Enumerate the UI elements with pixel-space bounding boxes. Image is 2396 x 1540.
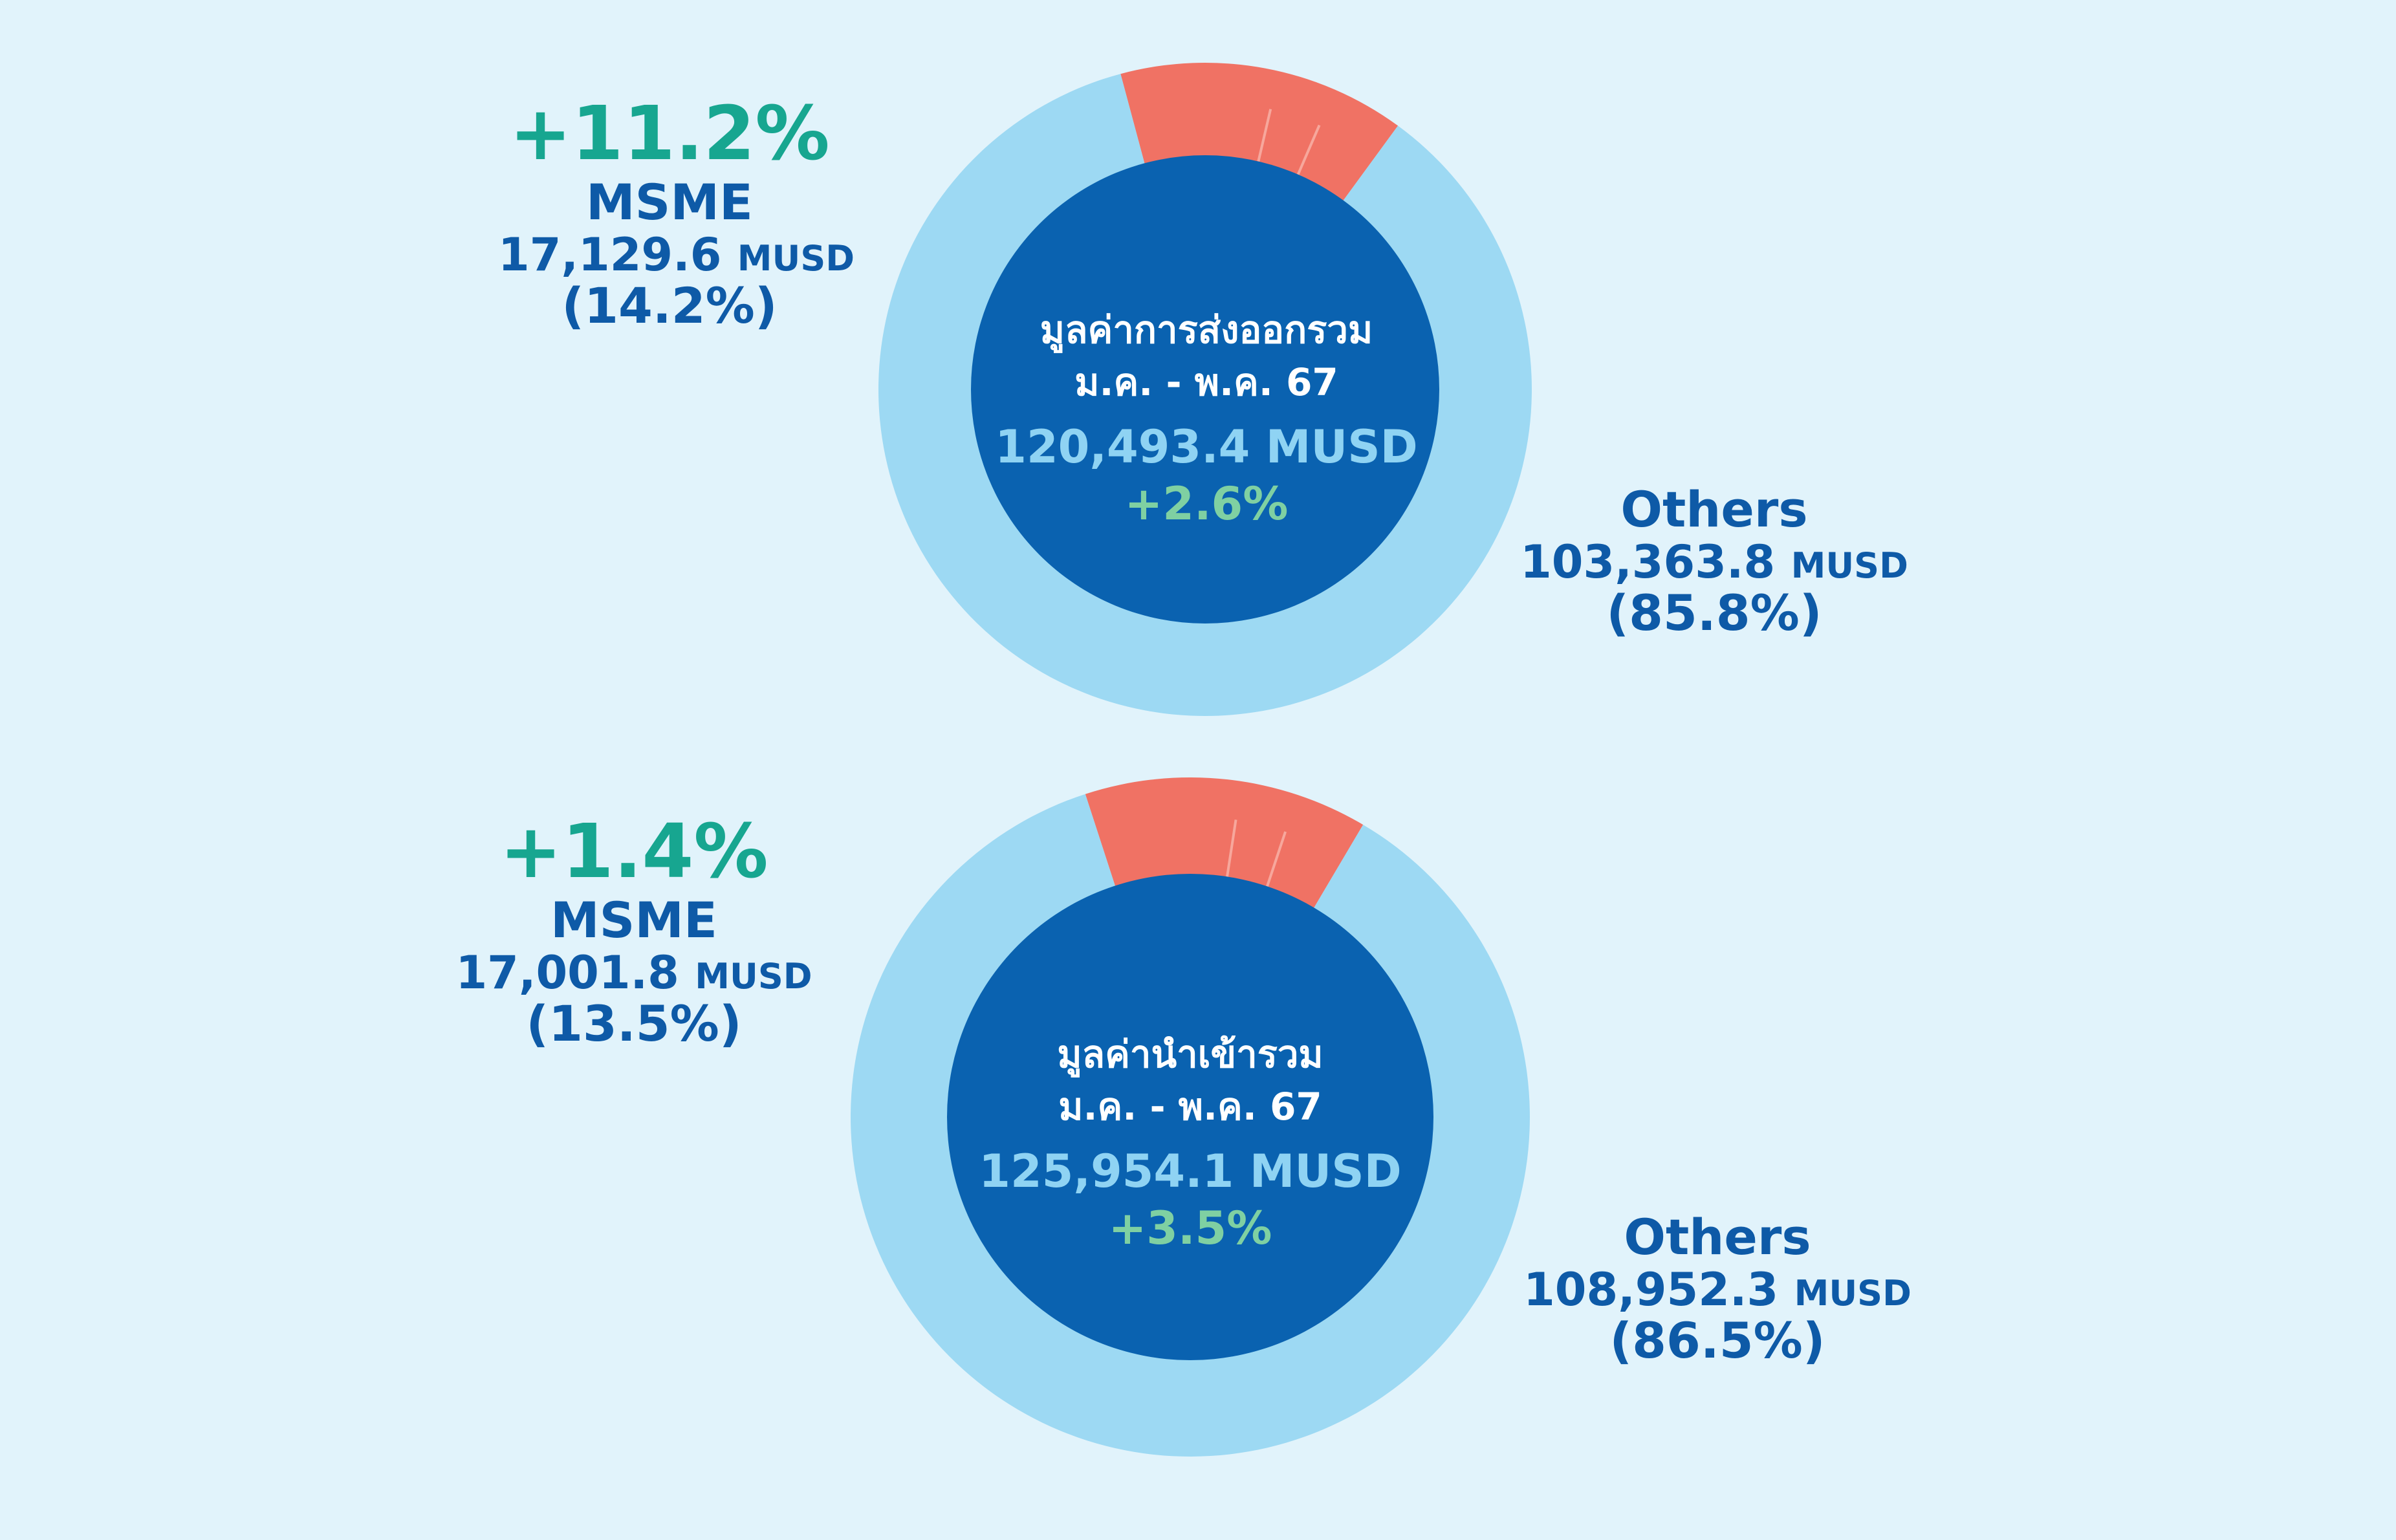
- import-msme-label: +1.4% MSME 17,001.8 MUSD (13.5%): [453, 815, 815, 1048]
- export-msme-value-number: 17,129.6: [498, 228, 722, 281]
- export-msme-growth: +11.2%: [509, 91, 830, 177]
- import-msme-value-unit: MUSD: [695, 956, 812, 997]
- export-msme-divider-1: [1257, 109, 1272, 162]
- import-others-label: Others 108,952.3 MUSD (86.5%): [1507, 1206, 1928, 1365]
- export-others-label: Others 103,363.8 MUSD (85.8%): [1514, 479, 1915, 638]
- import-others-value-unit: MUSD: [1794, 1273, 1911, 1314]
- export-msme-value-unit: MUSD: [737, 238, 855, 279]
- export-center-total: 120,493.4 MUSD: [995, 420, 1418, 474]
- import-msme-growth: +1.4%: [499, 808, 768, 895]
- import-msme-name: MSME: [550, 891, 717, 949]
- export-center-period: ม.ค. - พ.ค. 67: [1074, 360, 1338, 405]
- export-others-share: (85.8%): [1606, 584, 1822, 642]
- import-others-value-number: 108,952.3: [1523, 1263, 1779, 1316]
- export-msme-name: MSME: [586, 173, 753, 231]
- export-center-circle: [971, 155, 1439, 624]
- export-others-value-unit: MUSD: [1791, 545, 1908, 586]
- import-center-circle: [947, 874, 1433, 1360]
- import-msme-divider-1: [1226, 819, 1237, 877]
- import-others-share: (86.5%): [1609, 1312, 1825, 1369]
- export-msme-divider-2: [1296, 124, 1321, 175]
- export-msme-slice: [1120, 62, 1399, 206]
- export-msme-label: +11.2% MSME 17,129.6 MUSD (14.2%): [498, 91, 855, 334]
- import-center-total: 125,954.1 MUSD: [979, 1145, 1402, 1198]
- export-center-title: มูลค่าการส่งออกรวม: [1040, 308, 1373, 352]
- import-msme-share: (13.5%): [526, 995, 742, 1052]
- import-center-period: ม.ค. - พ.ค. 67: [1058, 1085, 1322, 1129]
- import-msme-value: 17,001.8 MUSD: [453, 950, 815, 995]
- import-msme-divider-2: [1266, 831, 1287, 887]
- export-center-text: มูลค่าการส่งออกรวม ม.ค. - พ.ค. 67 120,49…: [974, 304, 1439, 530]
- export-others-value-number: 103,363.8: [1520, 536, 1776, 589]
- export-others-name: Others: [1620, 481, 1808, 538]
- import-center-growth: +3.5%: [1108, 1202, 1272, 1255]
- import-others-value: 108,952.3 MUSD: [1507, 1267, 1928, 1312]
- export-msme-share: (14.2%): [561, 277, 778, 334]
- export-msme-value: 17,129.6 MUSD: [498, 232, 855, 277]
- import-msme-value-number: 17,001.8: [455, 946, 679, 999]
- export-center-growth: +2.6%: [1124, 477, 1289, 531]
- import-center-text: มูลค่านำเข้ารวม ม.ค. - พ.ค. 67 125,954.1…: [957, 1028, 1423, 1255]
- import-others-name: Others: [1624, 1208, 1811, 1266]
- import-center-title: มูลค่านำเข้ารวม: [1057, 1032, 1323, 1076]
- export-others-value: 103,363.8 MUSD: [1514, 539, 1915, 585]
